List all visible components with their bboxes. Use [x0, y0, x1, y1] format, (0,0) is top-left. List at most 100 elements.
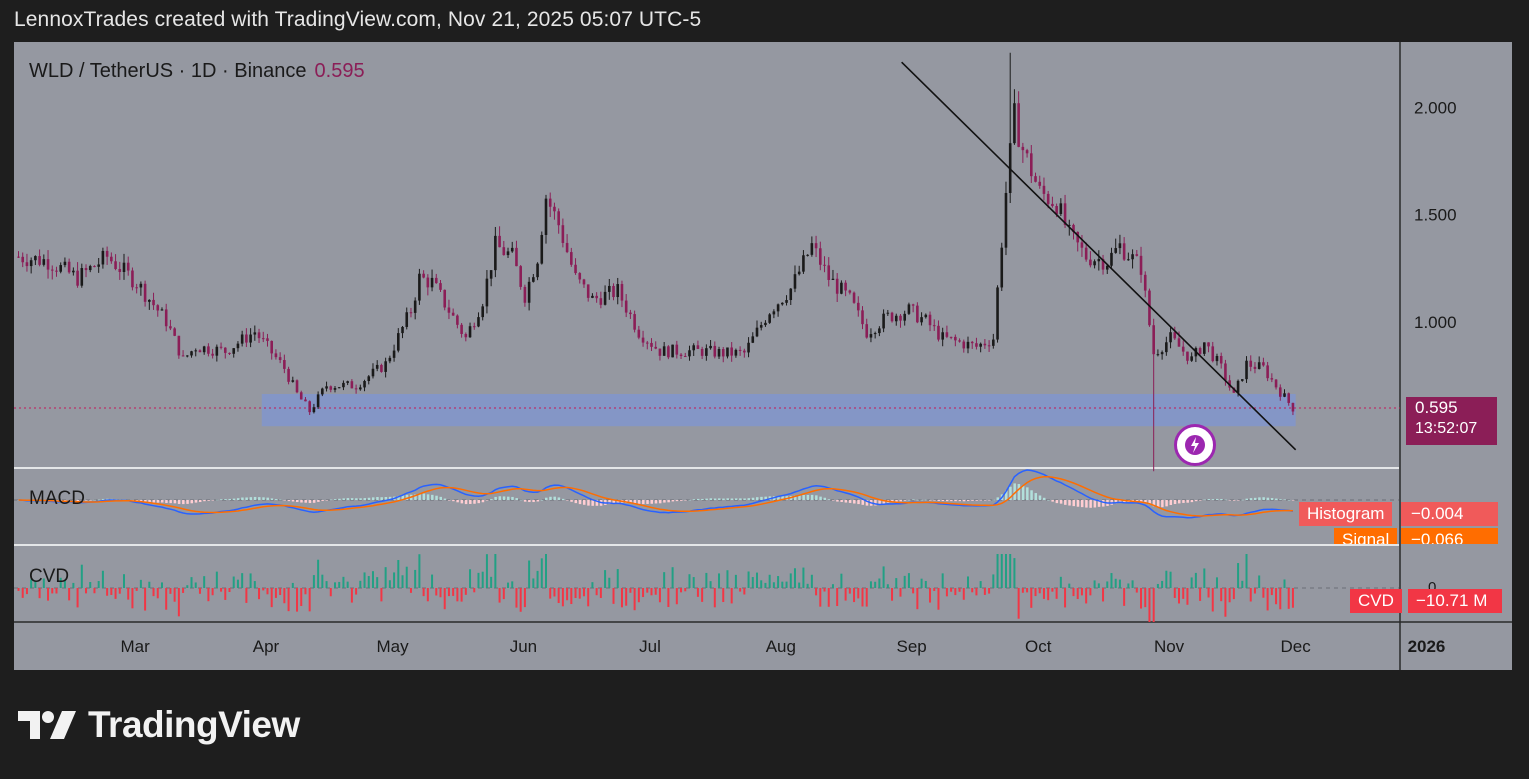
candle-body — [299, 392, 303, 400]
macd-histogram-bar — [1165, 500, 1168, 507]
macd-histogram-bar — [169, 500, 172, 504]
candle-body — [827, 265, 831, 280]
macd-histogram-bar — [823, 497, 827, 500]
cvd-bar — [848, 588, 851, 594]
candle-body — [726, 347, 729, 357]
macd-histogram-bar — [1059, 500, 1063, 504]
macd-histogram-bar — [608, 500, 611, 505]
candle-body — [1000, 247, 1004, 288]
macd-histogram-bar — [975, 500, 978, 501]
candle-body — [434, 277, 438, 284]
candle-body — [42, 259, 46, 265]
cvd-bar — [469, 569, 472, 588]
cvd-bar — [55, 588, 58, 594]
macd-histogram-bar — [730, 498, 734, 500]
cvd-bar — [1021, 588, 1024, 593]
cvd-bar — [1287, 588, 1290, 609]
candle-body — [848, 290, 852, 293]
macd-histogram-bar — [1253, 497, 1257, 500]
macd-histogram-bar — [819, 496, 822, 500]
candle-body — [709, 345, 712, 349]
cvd-bar — [688, 574, 691, 588]
macd-histogram-bar — [646, 500, 649, 504]
cvd-bar — [106, 588, 109, 596]
price-chart[interactable]: 2.000 1.500 1.000 Mar Apr May Jun Jul Aug Sep Oct N… — [14, 42, 1512, 670]
cvd-bar — [156, 588, 159, 599]
macd-histogram-bar — [836, 500, 839, 502]
chart-frame[interactable]: 2.000 1.500 1.000 Mar Apr May Jun Jul Aug Sep Oct N… — [14, 42, 1512, 670]
macd-histogram-bar — [258, 497, 261, 500]
candle-body — [1013, 103, 1016, 144]
alert-button[interactable] — [1174, 424, 1216, 466]
candle-body — [1042, 185, 1046, 194]
cvd-bar — [173, 588, 176, 602]
candle-body — [1224, 363, 1227, 381]
macd-histogram-bar — [937, 500, 940, 501]
symbol-legend[interactable]: WLD / TetherUS · 1D · Binance 0.595 — [29, 60, 365, 83]
candle-body — [97, 264, 100, 267]
macd-histogram-bar — [308, 500, 312, 504]
candle-body — [211, 353, 214, 356]
macd-histogram-bar — [241, 497, 244, 500]
cvd-bar — [929, 588, 932, 603]
macd-histogram-bar — [1047, 499, 1050, 501]
cvd-bar — [249, 573, 252, 588]
macd-histogram-bar — [511, 496, 514, 500]
macd-histogram-bar — [1220, 499, 1223, 500]
cvd-bar — [262, 588, 265, 591]
cvd-bar — [456, 588, 459, 602]
candle-body — [316, 394, 320, 408]
macd-histogram-bar — [1258, 497, 1261, 500]
macd-pane-label[interactable]: MACD — [29, 488, 85, 509]
macd-histogram-bar — [701, 498, 704, 500]
candle-body — [1093, 261, 1096, 266]
candle-body — [570, 252, 573, 265]
cvd-bar — [1072, 588, 1075, 597]
cvd-pane-label[interactable]: CVD — [29, 566, 70, 587]
macd-histogram-bar — [72, 500, 75, 501]
cvd-bar — [612, 588, 615, 604]
candle-body — [447, 307, 451, 313]
candle-body — [278, 357, 282, 361]
macd-histogram-bar — [810, 494, 814, 500]
macd-histogram-bar — [629, 500, 632, 503]
macd-histogram-bar — [924, 499, 928, 501]
cvd-bar — [515, 588, 518, 608]
candle-body — [916, 305, 919, 323]
cvd-bar — [473, 588, 476, 593]
candle-body — [105, 250, 109, 257]
cvd-bar — [726, 570, 729, 588]
cvd-bar — [608, 577, 611, 588]
macd-histogram-bar — [536, 500, 540, 502]
macd-histogram-bar — [152, 500, 156, 503]
cvd-bar — [123, 574, 125, 588]
candle-body — [29, 260, 33, 267]
candle-body — [422, 273, 425, 278]
tradingview-brand[interactable]: TradingView — [18, 704, 300, 746]
candle-body — [249, 334, 252, 343]
macd-histogram-bar — [1102, 500, 1105, 507]
cvd-bar — [1220, 588, 1223, 602]
candle-body — [228, 352, 231, 354]
candle-body — [342, 382, 345, 388]
cvd-bar — [1097, 583, 1100, 588]
candle-body — [38, 256, 41, 265]
cvd-bar — [1118, 579, 1121, 588]
candle-body — [485, 278, 489, 307]
candle-body — [240, 334, 244, 344]
cvd-bar — [1114, 578, 1117, 588]
cvd-bar — [346, 581, 349, 588]
macd-histogram-bar — [1076, 500, 1080, 507]
macd-histogram-bar — [874, 500, 877, 506]
candle-body — [713, 345, 717, 357]
tradingview-logo-icon — [18, 711, 76, 739]
cvd-tag-value: −10.71 M — [1408, 589, 1502, 613]
cvd-bar — [287, 588, 290, 612]
candle-body — [620, 284, 624, 301]
cvd-bar — [435, 588, 438, 596]
cvd-bar — [945, 588, 948, 597]
candle-body — [257, 332, 261, 339]
macd-histogram-bar — [253, 496, 257, 500]
macd-histogram-bar — [232, 498, 236, 500]
candle-body — [755, 327, 759, 337]
